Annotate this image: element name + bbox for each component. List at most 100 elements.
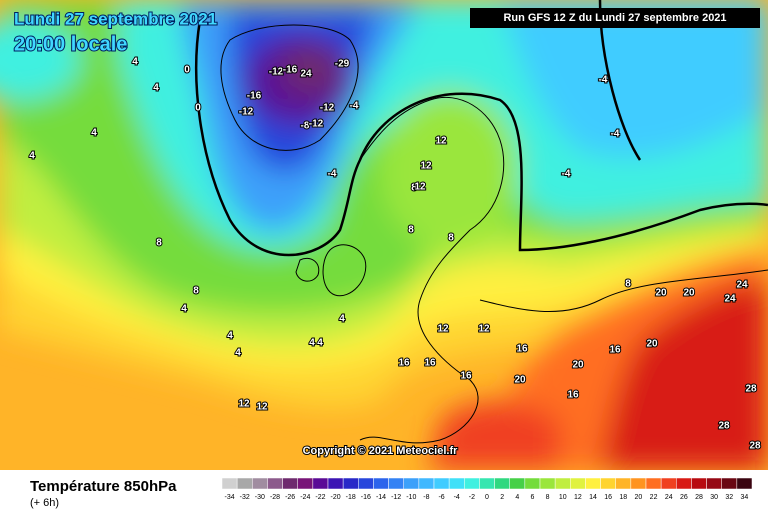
scale-swatch bbox=[721, 477, 738, 490]
scale-swatch bbox=[509, 477, 526, 490]
contour-label: 12 bbox=[414, 182, 426, 193]
contour-label: 28 bbox=[718, 421, 730, 432]
scale-swatch bbox=[706, 477, 722, 490]
scale-label: 28 bbox=[695, 494, 703, 501]
contour-label: 12 bbox=[437, 324, 449, 335]
scale-swatch bbox=[524, 477, 541, 490]
contour-label: 12 bbox=[256, 402, 268, 413]
scale-swatch bbox=[676, 477, 692, 490]
scale-swatch bbox=[433, 477, 450, 490]
scale-swatch bbox=[267, 477, 283, 490]
contour-label: 20 bbox=[646, 339, 658, 350]
color-scale: -34 -32 -30 -28 -26 -24 -22 -20 -18 -16 -14 -12 -10-… bbox=[221, 477, 753, 501]
scale-label: -34 bbox=[225, 494, 235, 501]
contour-label: 12 bbox=[238, 399, 250, 410]
scale-label: -20 bbox=[331, 494, 341, 501]
scale-swatch bbox=[585, 477, 601, 490]
scale-swatch bbox=[691, 477, 707, 490]
contour-label: 20 bbox=[683, 288, 695, 299]
contour-label: 8 bbox=[625, 279, 631, 290]
contour-label: -12 bbox=[239, 107, 254, 118]
contour-label: -16 bbox=[247, 91, 262, 102]
scale-label: 26 bbox=[680, 494, 688, 501]
contour-label: 16 bbox=[609, 345, 621, 356]
scale-label: 22 bbox=[650, 494, 658, 501]
scale-swatch bbox=[312, 477, 329, 490]
scale-swatch bbox=[570, 477, 586, 490]
contour-label: 16 bbox=[567, 390, 579, 401]
contour-label: -16 bbox=[283, 65, 298, 76]
contour-label: 24 bbox=[724, 294, 736, 305]
scale-label: 18 bbox=[619, 494, 627, 501]
scale-swatch bbox=[342, 477, 359, 490]
scale-swatch bbox=[479, 477, 495, 490]
scale-label: 0 bbox=[485, 494, 489, 501]
scale-swatch bbox=[464, 477, 480, 490]
contour-label: 20 bbox=[655, 288, 667, 299]
contour-label: 8 bbox=[156, 238, 162, 249]
scale-swatch bbox=[282, 477, 298, 490]
scale-swatch bbox=[327, 477, 344, 490]
contour-label: 4 bbox=[309, 338, 315, 349]
contour-label: 8 bbox=[193, 286, 199, 297]
scale-label: -30 bbox=[255, 494, 265, 501]
contour-label: 20 bbox=[514, 375, 526, 386]
scale-label: -22 bbox=[315, 494, 325, 501]
scale-label: -32 bbox=[240, 494, 250, 501]
contour-label: -12 bbox=[269, 67, 284, 78]
contour-label: 4 bbox=[181, 304, 187, 315]
contour-label: -4 bbox=[328, 169, 337, 180]
contour-label: 4 bbox=[227, 331, 233, 342]
contour-label: 4 bbox=[91, 128, 97, 139]
scale-label: 20 bbox=[635, 494, 643, 501]
contour-label: 8 bbox=[411, 183, 417, 194]
contour-label: -4 bbox=[350, 101, 359, 112]
scale-swatch bbox=[252, 477, 268, 490]
contour-label: 20 bbox=[572, 360, 584, 371]
scale-swatch bbox=[615, 477, 632, 490]
scale-label: 32 bbox=[725, 494, 733, 501]
scale-swatch bbox=[388, 477, 404, 490]
scale-label: -24 bbox=[300, 494, 310, 501]
contour-label: 4 bbox=[29, 151, 35, 162]
contour-label: 28 bbox=[745, 384, 757, 395]
scale-swatch bbox=[645, 477, 662, 490]
contour-label: -4 bbox=[611, 129, 620, 140]
scale-swatch bbox=[236, 477, 253, 490]
scale-swatch bbox=[403, 477, 420, 490]
scale-label: 12 bbox=[574, 494, 582, 501]
scale-label: -26 bbox=[285, 494, 295, 501]
scale-swatch bbox=[373, 477, 389, 490]
contour-label: 16 bbox=[398, 358, 410, 369]
contour-label: 16 bbox=[424, 358, 436, 369]
scale-label: -16 bbox=[361, 494, 371, 501]
scale-label: 14 bbox=[589, 494, 597, 501]
contour-label: -8 bbox=[301, 121, 310, 132]
contour-label: 0 bbox=[195, 103, 201, 114]
contour-label: 24 bbox=[736, 280, 748, 291]
scale-label: 2 bbox=[500, 494, 504, 501]
contour-label: -4 bbox=[562, 169, 571, 180]
contour-labels: -12 -16 24-29-12-16-8 -12-4-12-4-4-4-404404… bbox=[28, 56, 762, 453]
scale-label: 6 bbox=[530, 494, 534, 501]
contour-label: 28 bbox=[749, 441, 761, 452]
scale-swatch bbox=[358, 477, 374, 490]
scale-label: 30 bbox=[710, 494, 718, 501]
contour-label: 24 bbox=[300, 69, 312, 80]
time-label: 20:00 locale bbox=[14, 33, 127, 55]
contour-label: 12 bbox=[435, 136, 447, 147]
scale-label: -8 bbox=[423, 494, 429, 501]
scale-swatch bbox=[297, 477, 314, 490]
contour-label: -29 bbox=[335, 59, 350, 70]
scale-label: -12 bbox=[391, 494, 401, 501]
scale-label: 8 bbox=[546, 494, 550, 501]
contour-label: 16 bbox=[460, 371, 472, 382]
contour-label: 8 bbox=[408, 225, 414, 236]
copyright: Copyright © 2021 Meteociel.fr bbox=[303, 445, 459, 457]
run-box bbox=[470, 8, 760, 28]
contour-label: -12 bbox=[309, 119, 324, 130]
run-label: Run GFS 12 Z du Lundi 27 septembre 2021 bbox=[503, 12, 726, 24]
map-field bbox=[0, 0, 768, 470]
